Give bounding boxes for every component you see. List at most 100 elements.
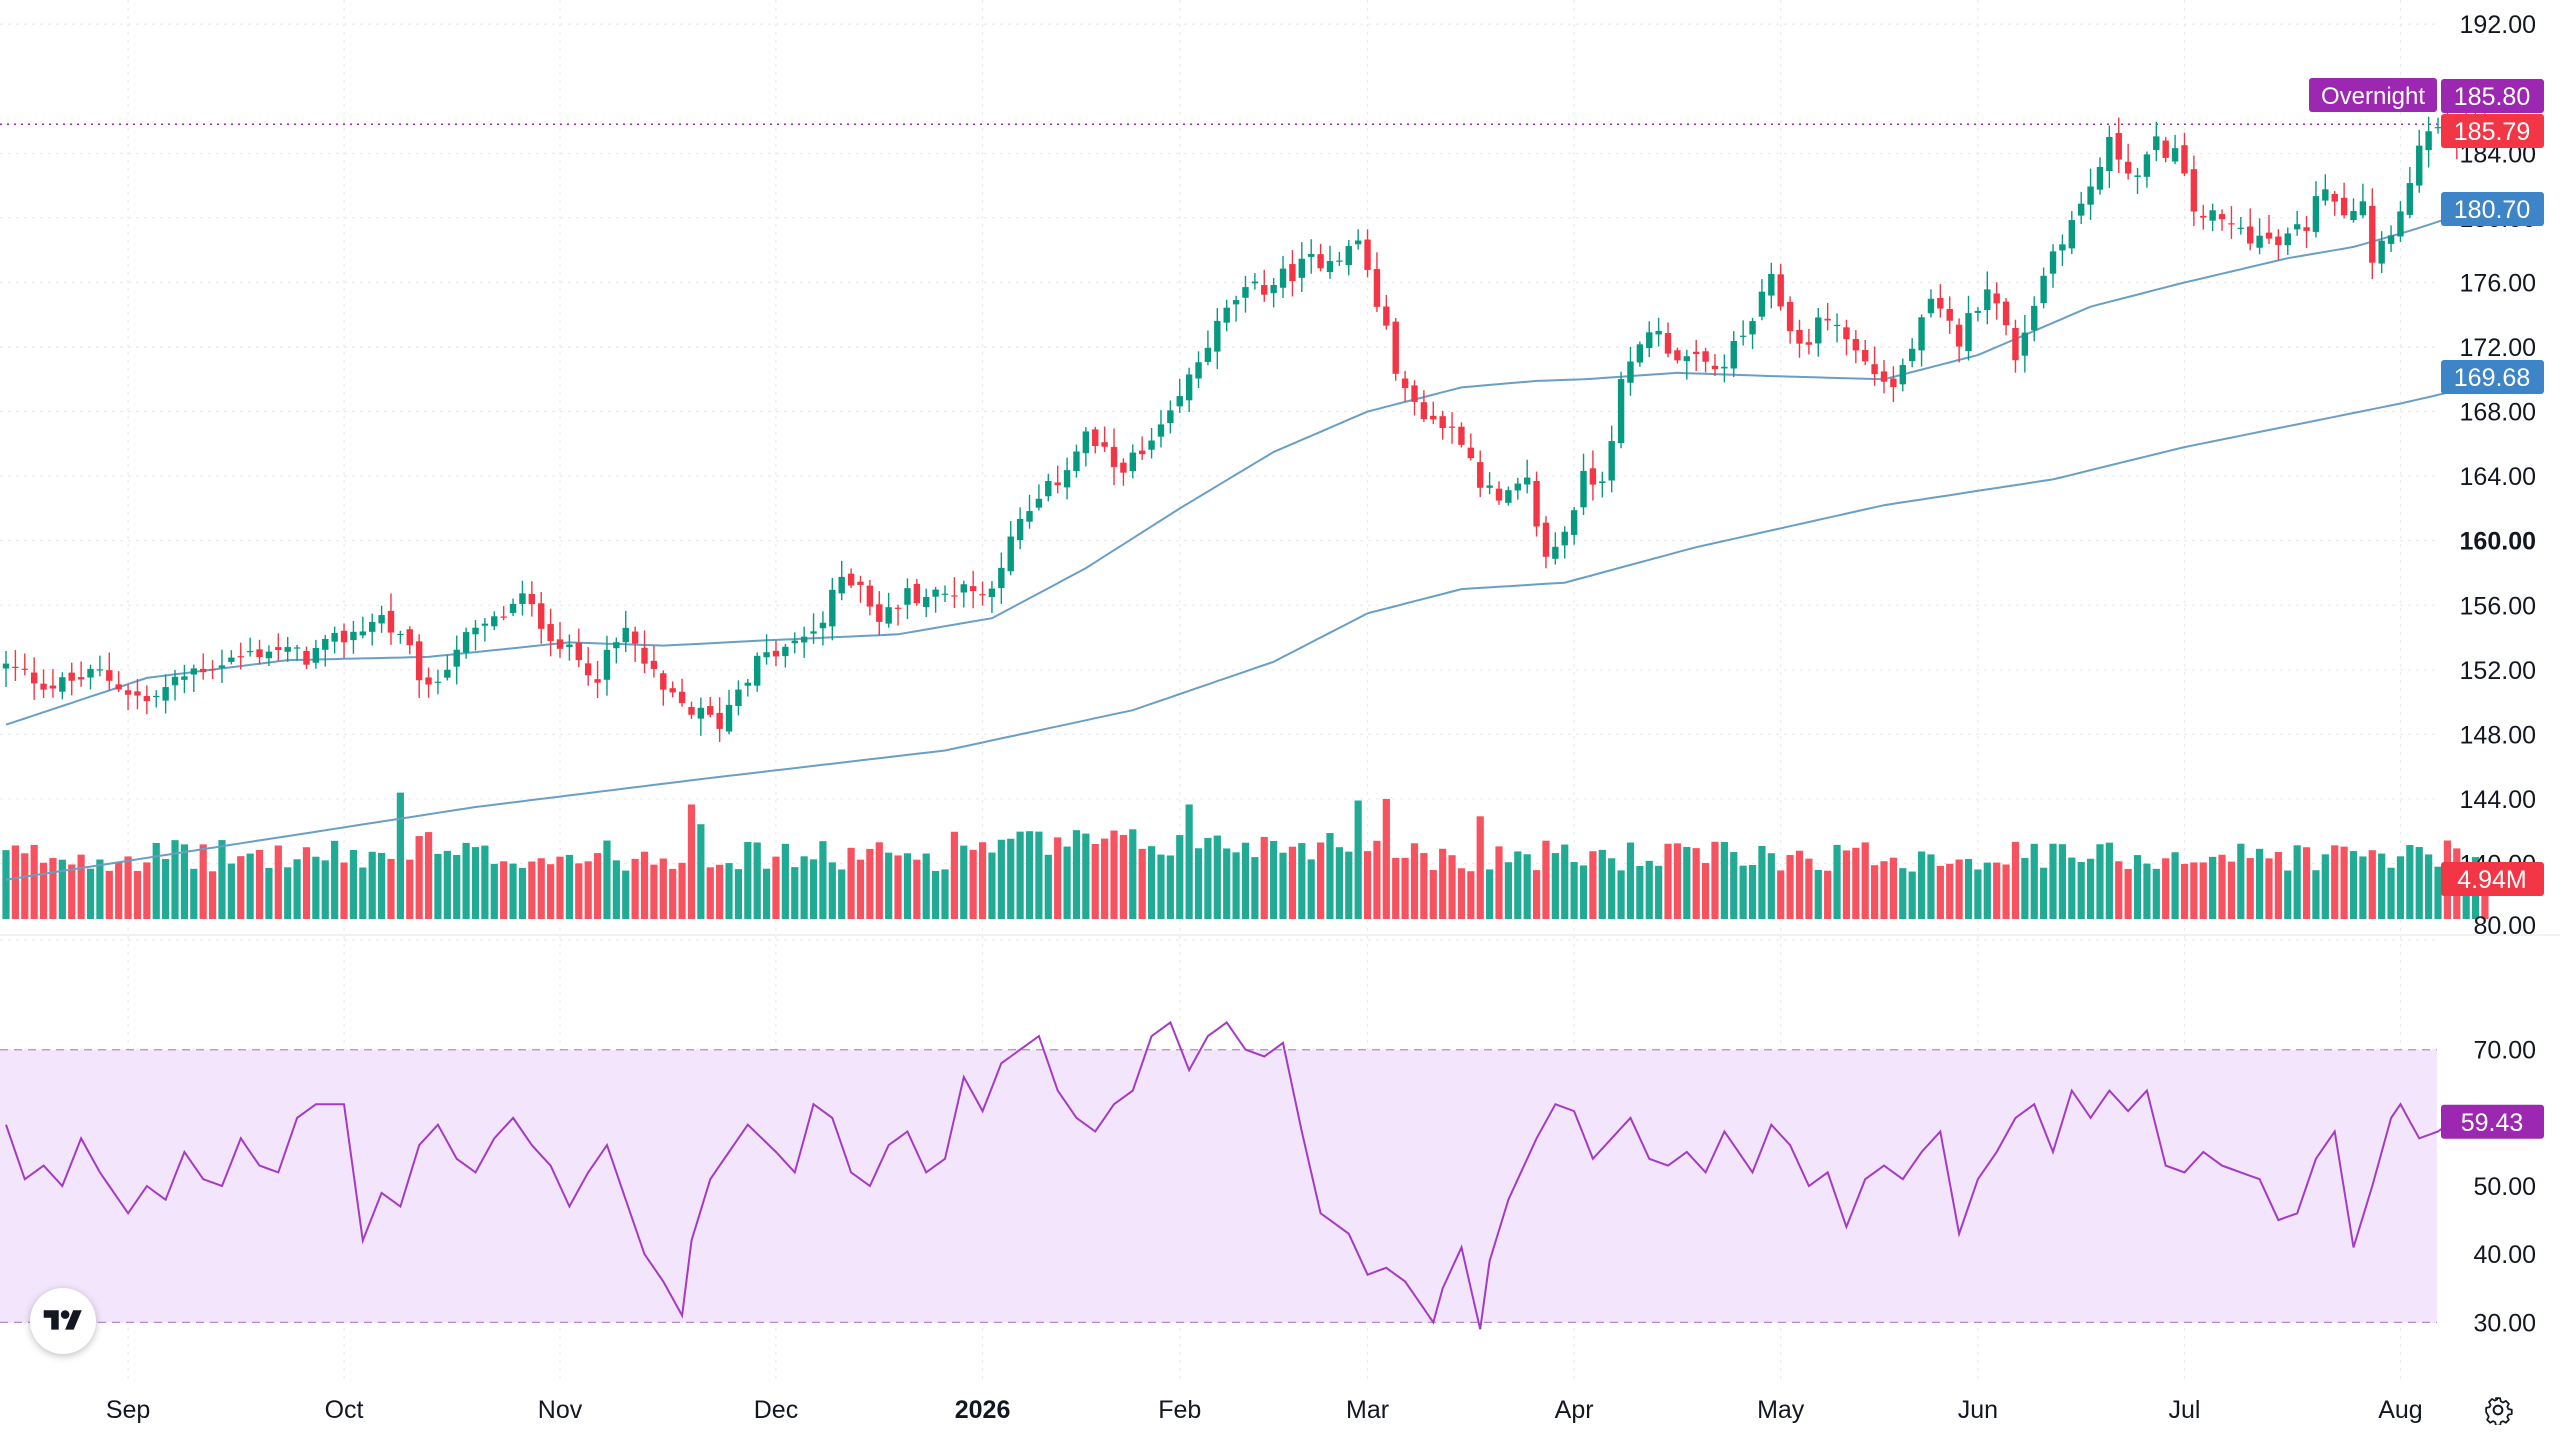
candle-body — [1852, 338, 1860, 351]
volume-bar — [1194, 848, 1203, 919]
volume-bar — [321, 860, 329, 919]
candle-body — [1871, 364, 1878, 375]
volume-bar — [2284, 870, 2292, 919]
time-axis[interactable]: Sep Oct Nov Dec 2026 Feb Mar Apr May Jun Jul Aug — [106, 1396, 2423, 1424]
volume-bar — [819, 841, 827, 919]
volume-bar — [1101, 838, 1109, 919]
candle-body — [1383, 306, 1390, 326]
volume-bar — [1007, 838, 1015, 919]
candle-body — [800, 636, 808, 643]
price-axis[interactable]: 192.00184.00180.00176.00172.00168.00164.… — [2460, 11, 2536, 940]
candle-body — [782, 646, 789, 657]
candle-body — [444, 669, 451, 678]
volume-bar — [1082, 833, 1090, 919]
candle-body — [397, 633, 404, 636]
volume-bar — [2133, 855, 2142, 919]
candle-body — [2256, 235, 2263, 248]
volume-bar — [1279, 852, 1287, 919]
volume-bar — [1570, 862, 1578, 919]
candle-body — [2190, 169, 2198, 212]
price-tick-label: 144.00 — [2460, 786, 2536, 814]
volume-bar — [1720, 841, 1728, 919]
volume-badge-value: 4.94M — [2457, 866, 2526, 894]
volume-bar — [2396, 856, 2405, 919]
volume-bar — [2387, 867, 2395, 919]
candle-body — [500, 616, 507, 618]
candle-body — [791, 640, 798, 644]
volume-bar — [1354, 800, 1362, 919]
candle-body — [857, 581, 864, 585]
volume-bar — [1645, 860, 1653, 919]
volume-bar — [2011, 841, 2020, 919]
volume-bar — [11, 845, 19, 919]
volume-bar — [1476, 816, 1484, 919]
candle-body — [725, 704, 733, 732]
candle-body — [1167, 410, 1174, 424]
volume-bar — [1767, 853, 1775, 919]
candle-body — [49, 685, 57, 689]
volume-bar — [1129, 829, 1137, 919]
volume-bar — [1899, 868, 1907, 919]
candle-body — [763, 652, 770, 658]
volume-bar — [1392, 857, 1400, 919]
candle-body — [2115, 133, 2122, 160]
candle-body — [1739, 335, 1747, 337]
volume-bar — [734, 869, 743, 919]
candle-body — [68, 672, 75, 681]
volume-bar — [997, 839, 1005, 919]
volume-bar — [1889, 857, 1897, 919]
candle-body — [1711, 365, 1719, 370]
volume-bar — [171, 840, 179, 919]
candle-body — [106, 670, 113, 681]
volume-bar — [1777, 870, 1785, 919]
candle-body — [1204, 347, 1212, 362]
volume-bar — [2209, 856, 2217, 919]
volume-bar — [481, 845, 489, 919]
candle-body — [885, 607, 892, 624]
candle-body — [1514, 483, 1521, 491]
candle-body — [406, 629, 413, 646]
candle-body — [124, 690, 132, 695]
volume-bar — [932, 871, 940, 919]
volume-bar — [2105, 842, 2113, 919]
volume-bar — [1157, 854, 1165, 919]
volume-bar — [1983, 862, 1991, 919]
candle-body — [1833, 324, 1841, 327]
candle-body — [913, 583, 921, 604]
volume-bar — [903, 853, 912, 919]
candle-body — [1824, 318, 1831, 321]
volume-bar — [2256, 848, 2264, 919]
volume-bar — [162, 858, 170, 919]
volume-bar — [1091, 844, 1099, 919]
candle-body — [2031, 305, 2038, 331]
volume-bar — [1955, 859, 1963, 919]
volume-bar — [77, 854, 85, 919]
candle-body — [1523, 477, 1531, 485]
candle-body — [481, 623, 489, 626]
candle-body — [2350, 211, 2357, 221]
last-price-badge-value: 185.79 — [2454, 118, 2530, 146]
candle-body — [584, 663, 592, 676]
volume-bar — [1429, 870, 1437, 919]
candle-body — [171, 676, 179, 686]
volume-bar — [1401, 857, 1409, 919]
volume-bar — [1326, 833, 1334, 919]
volume-bar — [462, 842, 470, 919]
volume-bar — [1176, 835, 1184, 919]
volume-bar — [809, 859, 818, 919]
candle-body — [1289, 264, 1296, 282]
volume-bar — [30, 844, 38, 919]
volume-bar — [2040, 867, 2048, 919]
candle-body — [2265, 232, 2273, 239]
volume-bar — [1232, 852, 1240, 919]
tradingview-logo[interactable] — [30, 1288, 96, 1354]
volume-bar — [434, 853, 442, 919]
candle-body — [969, 586, 977, 592]
volume-bar — [1673, 843, 1682, 919]
price-tick-label: 164.00 — [2460, 463, 2536, 491]
volume-bar — [115, 862, 123, 919]
gear-icon[interactable] — [2480, 1392, 2516, 1428]
rsi-axis[interactable]: 70.00 50.00 40.00 30.00 — [2473, 1037, 2536, 1338]
candle-body — [1927, 298, 1935, 314]
